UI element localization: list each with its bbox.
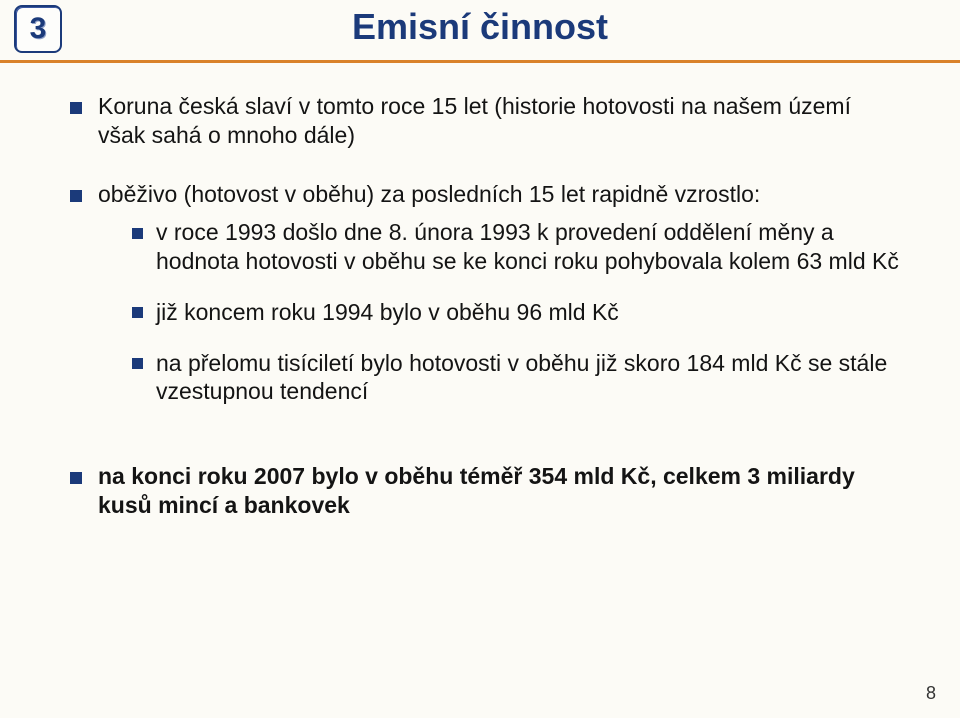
list-item: již koncem roku 1994 bylo v oběhu 96 mld… [132,298,900,327]
slide: 3 Emisní činnost Koruna česká slaví v to… [0,0,960,718]
list-item: Koruna česká slaví v tomto roce 15 let (… [70,92,900,150]
title-divider [0,60,960,63]
bullet-text: na přelomu tisíciletí bylo hotovosti v o… [156,350,887,405]
page-number: 8 [926,683,936,704]
bullet-list: Koruna česká slaví v tomto roce 15 let (… [70,92,900,520]
sub-bullet-list: v roce 1993 došlo dne 8. února 1993 k pr… [132,218,900,406]
list-item: na konci roku 2007 bylo v oběhu téměř 35… [70,462,900,520]
list-item: na přelomu tisíciletí bylo hotovosti v o… [132,349,900,407]
list-item: oběživo (hotovost v oběhu) za posledních… [70,180,900,407]
bullet-text: již koncem roku 1994 bylo v oběhu 96 mld… [156,299,619,325]
slide-title: Emisní činnost [0,6,960,48]
bullet-text: v roce 1993 došlo dne 8. února 1993 k pr… [156,219,899,274]
list-item: v roce 1993 došlo dne 8. února 1993 k pr… [132,218,900,276]
bullet-text: na konci roku 2007 bylo v oběhu téměř 35… [98,463,855,518]
bullet-text: oběživo (hotovost v oběhu) za posledních… [98,181,760,207]
bullet-text: Koruna česká slaví v tomto roce 15 let (… [98,93,851,148]
slide-content: Koruna česká slaví v tomto roce 15 let (… [70,92,900,550]
